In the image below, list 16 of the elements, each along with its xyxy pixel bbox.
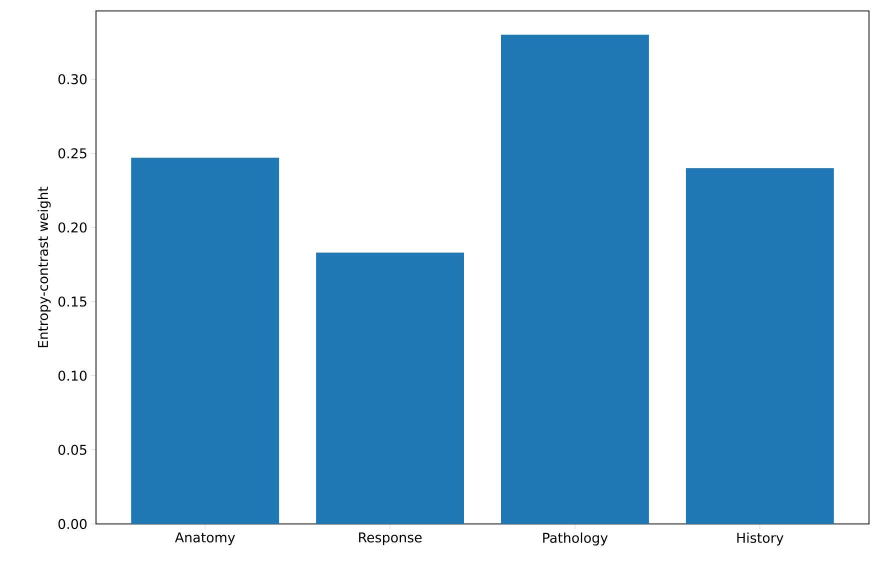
y-tick-label: 0.30	[58, 74, 87, 84]
y-tick-label: 0.25	[58, 148, 86, 158]
y-tick-label: 0.00	[58, 518, 87, 530]
x-tick-label: Anatomy	[174, 532, 235, 546]
bar	[316, 252, 464, 524]
x-tick-label: Response	[359, 532, 422, 546]
x-tick-label: Pathology	[543, 532, 608, 546]
x-tick-label: History	[737, 532, 784, 546]
bar	[131, 158, 280, 524]
bar	[686, 168, 834, 524]
y-tick-label: 0.10	[58, 370, 87, 381]
y-tick-label: 0.05	[58, 444, 86, 455]
y-tick-label: 0.20	[58, 222, 87, 233]
y-axis-title: Entropy-contrast weight	[38, 186, 51, 348]
y-tick-label: 0.15	[58, 296, 86, 307]
bar	[501, 34, 649, 524]
